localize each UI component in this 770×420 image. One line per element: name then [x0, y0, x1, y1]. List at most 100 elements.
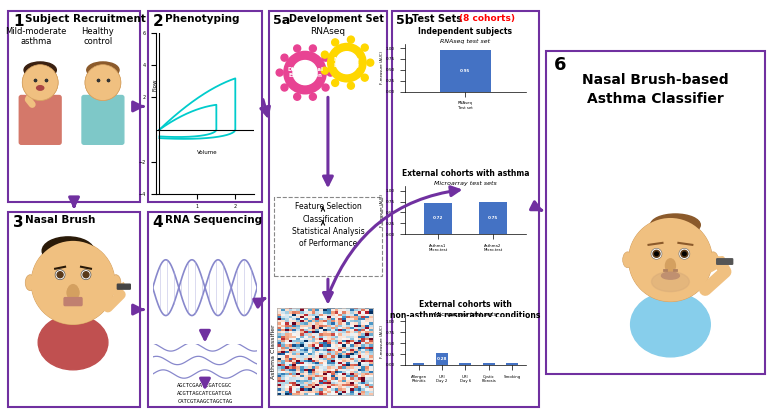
FancyBboxPatch shape — [148, 212, 263, 407]
Text: 6: 6 — [554, 56, 567, 74]
Circle shape — [681, 250, 688, 257]
Circle shape — [361, 44, 368, 51]
Circle shape — [22, 65, 58, 100]
Circle shape — [327, 69, 334, 76]
Circle shape — [628, 218, 712, 302]
Circle shape — [310, 45, 316, 52]
FancyBboxPatch shape — [64, 298, 82, 306]
Circle shape — [293, 60, 317, 85]
FancyBboxPatch shape — [274, 197, 382, 276]
FancyBboxPatch shape — [19, 95, 61, 144]
FancyBboxPatch shape — [8, 11, 140, 202]
Circle shape — [85, 65, 121, 100]
Circle shape — [32, 241, 115, 325]
Circle shape — [81, 270, 91, 280]
Text: Development Set: Development Set — [289, 14, 384, 24]
Text: Classification: Classification — [303, 215, 353, 223]
Circle shape — [679, 248, 690, 259]
Text: Phenotyping: Phenotyping — [165, 14, 239, 24]
Text: Feature Selection: Feature Selection — [295, 202, 361, 211]
Circle shape — [85, 65, 121, 100]
Circle shape — [55, 270, 65, 280]
Text: Nasal Brush: Nasal Brush — [25, 215, 95, 225]
Text: Microarray test sets: Microarray test sets — [434, 312, 497, 317]
Circle shape — [321, 51, 328, 58]
Circle shape — [628, 218, 712, 302]
Text: Test Sets: Test Sets — [412, 14, 465, 24]
FancyBboxPatch shape — [270, 11, 387, 407]
FancyBboxPatch shape — [717, 259, 733, 264]
FancyBboxPatch shape — [117, 284, 130, 289]
Text: RNAseq test set: RNAseq test set — [440, 39, 490, 44]
Text: Healthy
control: Healthy control — [82, 27, 114, 46]
Circle shape — [310, 93, 316, 100]
Circle shape — [653, 250, 660, 257]
Ellipse shape — [38, 315, 108, 370]
Circle shape — [322, 54, 329, 61]
Text: External cohorts with
non-asthma respiratory conditions: External cohorts with non-asthma respira… — [390, 300, 541, 320]
FancyBboxPatch shape — [82, 95, 124, 144]
Ellipse shape — [68, 285, 78, 297]
Text: 5b: 5b — [396, 14, 413, 27]
Text: Mild-moderate
asthma: Mild-moderate asthma — [5, 27, 67, 46]
FancyBboxPatch shape — [8, 212, 140, 407]
Ellipse shape — [67, 286, 79, 299]
Circle shape — [651, 248, 662, 259]
Text: 5a: 5a — [273, 14, 290, 27]
Circle shape — [57, 272, 63, 278]
Text: (8 cohorts): (8 cohorts) — [460, 14, 515, 23]
Circle shape — [332, 79, 339, 87]
Ellipse shape — [24, 62, 56, 78]
Circle shape — [321, 67, 328, 74]
Circle shape — [682, 252, 686, 256]
FancyBboxPatch shape — [392, 11, 539, 407]
Ellipse shape — [651, 214, 700, 236]
Text: ACGTTAGCATCGATCGA: ACGTTAGCATCGATCGA — [177, 391, 233, 396]
Text: Nasal Brush-based
Asthma Classifier: Nasal Brush-based Asthma Classifier — [582, 73, 729, 106]
Circle shape — [281, 84, 288, 91]
Text: RNA Sequencing: RNA Sequencing — [165, 215, 262, 225]
Text: 3: 3 — [13, 215, 24, 230]
Circle shape — [283, 51, 327, 94]
Circle shape — [322, 84, 329, 91]
Ellipse shape — [661, 272, 679, 279]
Circle shape — [367, 59, 373, 66]
Text: Expression: Expression — [288, 73, 322, 78]
Ellipse shape — [623, 252, 633, 268]
Circle shape — [347, 36, 354, 43]
FancyBboxPatch shape — [148, 11, 263, 202]
Text: AGCTCGAATCGATCGGC: AGCTCGAATCGATCGGC — [177, 383, 233, 388]
Text: CATCGTAAGCTAGCTAG: CATCGTAAGCTAGCTAG — [177, 399, 233, 404]
Text: Asthma Classifier: Asthma Classifier — [271, 324, 276, 379]
Text: Microarray test sets: Microarray test sets — [434, 181, 497, 186]
Text: of Performance: of Performance — [299, 239, 357, 247]
Ellipse shape — [708, 252, 718, 268]
Circle shape — [281, 54, 288, 61]
Circle shape — [276, 69, 283, 76]
Text: Statistical Analysis: Statistical Analysis — [292, 226, 364, 236]
Circle shape — [22, 65, 58, 100]
Ellipse shape — [651, 272, 689, 291]
Text: 4: 4 — [152, 215, 163, 230]
Ellipse shape — [665, 259, 675, 273]
Text: learning: learning — [334, 63, 360, 68]
Circle shape — [327, 43, 367, 83]
Ellipse shape — [87, 62, 119, 78]
Ellipse shape — [42, 237, 94, 265]
Text: RNAseq: RNAseq — [310, 27, 346, 36]
Text: 1: 1 — [13, 14, 24, 29]
Ellipse shape — [111, 275, 121, 291]
Ellipse shape — [631, 292, 710, 357]
Circle shape — [347, 82, 354, 89]
Circle shape — [293, 93, 300, 100]
Text: Differential: Differential — [287, 67, 323, 72]
Circle shape — [332, 39, 339, 46]
Text: Machine: Machine — [334, 58, 360, 63]
Circle shape — [293, 45, 300, 52]
Ellipse shape — [37, 86, 44, 90]
Text: Subject Recruitment: Subject Recruitment — [25, 14, 146, 24]
Circle shape — [83, 272, 89, 278]
Text: Independent subjects: Independent subjects — [418, 27, 512, 36]
Text: External cohorts with asthma: External cohorts with asthma — [402, 169, 529, 178]
Circle shape — [336, 52, 358, 74]
